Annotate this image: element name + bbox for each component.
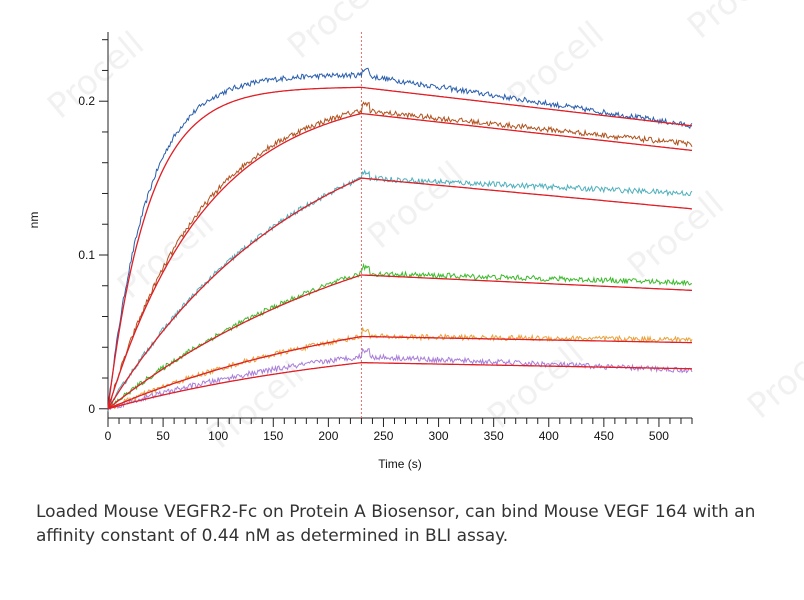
x-tick-label: 150 bbox=[263, 429, 283, 443]
x-tick-label: 450 bbox=[594, 429, 614, 443]
fit-curve-4 bbox=[107, 274, 693, 410]
measured-curve-3 bbox=[107, 169, 693, 412]
fit-curve-1 bbox=[107, 86, 693, 409]
watermark-text: Procell bbox=[280, 0, 392, 67]
measured-curve-5 bbox=[107, 327, 693, 410]
fit-curve-2 bbox=[107, 112, 693, 409]
x-tick-label: 50 bbox=[156, 429, 170, 443]
watermark-text: Procell bbox=[620, 184, 732, 287]
fit-curve-5 bbox=[107, 335, 692, 410]
watermark-text: Procell bbox=[360, 154, 472, 257]
measured-curve-1 bbox=[107, 67, 693, 411]
y-axis-label: nm bbox=[27, 212, 41, 229]
watermark-text: Procell bbox=[740, 324, 804, 427]
x-tick-label: 250 bbox=[373, 429, 393, 443]
x-ticks: 0 50 100 150 200 250 300 350 400 450 500 bbox=[105, 418, 693, 443]
watermark-text: Procell bbox=[500, 14, 612, 117]
x-tick-label: 350 bbox=[484, 429, 504, 443]
x-tick-label: 200 bbox=[318, 429, 338, 443]
figure-caption: Loaded Mouse VEGFR2-Fc on Protein A Bios… bbox=[36, 502, 756, 546]
x-tick-label: 300 bbox=[429, 429, 449, 443]
y-tick-label: 0.2 bbox=[78, 94, 95, 108]
watermark-text: Procell bbox=[480, 334, 592, 437]
y-tick-label: 0 bbox=[88, 402, 95, 416]
x-axis-label: Time (s) bbox=[378, 457, 422, 471]
fit-curve-3 bbox=[107, 177, 693, 410]
series-layer bbox=[107, 67, 693, 412]
measured-curve-6 bbox=[107, 347, 693, 411]
watermark-text: Procell bbox=[40, 24, 152, 127]
axes bbox=[107, 32, 692, 419]
x-tick-label: 100 bbox=[208, 429, 228, 443]
x-tick-label: 0 bbox=[105, 429, 112, 443]
watermark-text: Procell bbox=[680, 0, 792, 47]
y-ticks: 0 0.1 0.2 bbox=[78, 39, 108, 416]
fit-curve-6 bbox=[107, 361, 692, 410]
measured-curve-2 bbox=[107, 101, 693, 408]
y-tick-label: 0.1 bbox=[78, 248, 95, 262]
x-tick-label: 500 bbox=[649, 429, 669, 443]
x-tick-label: 400 bbox=[539, 429, 559, 443]
